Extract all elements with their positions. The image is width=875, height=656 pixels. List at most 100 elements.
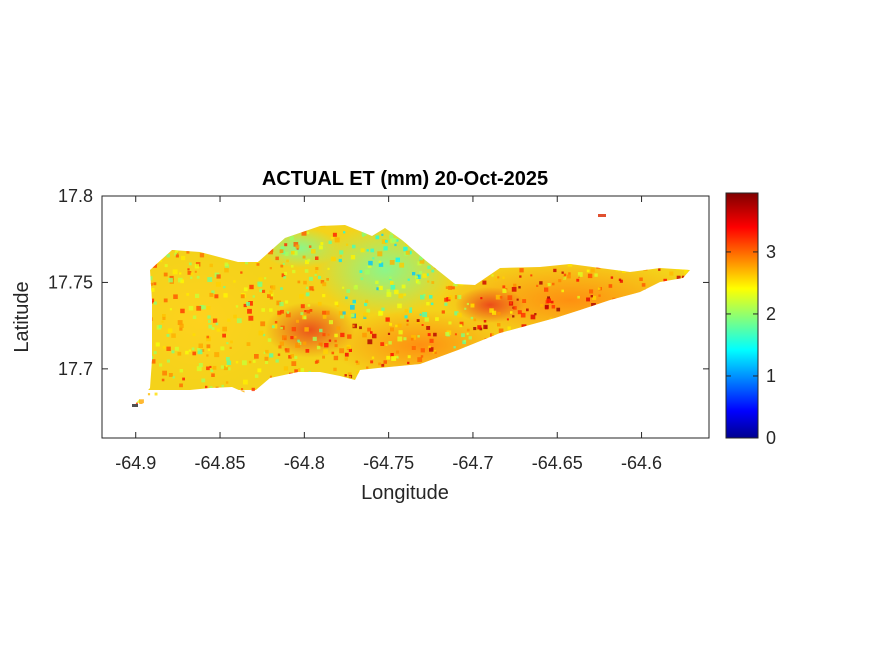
raster-pixel <box>188 306 194 311</box>
raster-pixel <box>224 262 229 267</box>
raster-pixel <box>306 231 310 235</box>
raster-pixel <box>409 310 412 313</box>
raster-pixel <box>305 286 309 289</box>
raster-pixel <box>426 302 430 306</box>
raster-pixel <box>371 356 375 359</box>
raster-pixel <box>375 235 380 240</box>
raster-pixel <box>155 342 160 347</box>
raster-pixel <box>323 349 329 355</box>
raster-pixel <box>249 284 254 290</box>
raster-pixel <box>377 251 383 257</box>
raster-pixel <box>230 340 233 344</box>
raster-pixel <box>431 281 435 284</box>
raster-pixel <box>397 323 402 328</box>
raster-pixel <box>172 269 178 275</box>
raster-pixel <box>397 303 402 309</box>
raster-pixel <box>163 272 168 277</box>
raster-pixel <box>398 330 403 335</box>
raster-pixel <box>587 273 593 279</box>
raster-pixel <box>348 348 352 352</box>
raster-pixel <box>502 276 505 279</box>
raster-pixel <box>462 340 466 345</box>
raster-pixel <box>404 308 409 313</box>
raster-pixel <box>502 285 506 289</box>
raster-pixel <box>256 262 260 266</box>
raster-pixel <box>518 286 521 289</box>
raster-pixel <box>298 368 302 372</box>
raster-pixel <box>423 293 426 297</box>
raster-pixel <box>459 324 463 328</box>
raster-pixel <box>561 271 564 274</box>
raster-pixel <box>174 252 178 256</box>
raster-pixel <box>339 250 344 255</box>
raster-pixel <box>197 349 203 355</box>
raster-pixel <box>336 326 341 331</box>
raster-pixel <box>207 315 211 319</box>
raster-pixel <box>259 288 263 293</box>
raster-pixel <box>304 310 307 313</box>
raster-pixel <box>480 297 483 300</box>
raster-pixel <box>421 324 424 326</box>
raster-pixel <box>296 319 299 323</box>
raster-pixel <box>434 351 437 354</box>
raster-pixel <box>277 310 282 315</box>
raster-pixel <box>473 318 477 322</box>
raster-pixel <box>179 369 183 373</box>
raster-pixel <box>429 295 433 299</box>
raster-pixel <box>567 274 571 279</box>
raster-pixel <box>453 346 456 349</box>
raster-pixel <box>544 305 549 310</box>
raster-pixel <box>431 269 435 273</box>
raster-pixel <box>502 288 507 293</box>
raster-pixel <box>285 348 290 353</box>
raster-pixel <box>407 278 410 281</box>
raster-pixel <box>294 369 298 373</box>
raster-pixel <box>403 293 407 297</box>
raster-pixel <box>153 282 157 286</box>
raster-pixel <box>252 360 256 363</box>
raster-pixel <box>378 310 384 316</box>
raster-pixel <box>563 276 566 280</box>
raster-pixel <box>153 301 157 305</box>
raster-pixel <box>162 314 166 318</box>
raster-pixel <box>308 276 313 281</box>
raster-pixel <box>427 280 430 283</box>
raster-pixel <box>509 302 512 305</box>
raster-pixel <box>188 262 192 266</box>
raster-pixel <box>592 295 597 300</box>
raster-pixel <box>364 269 370 275</box>
raster-pixel <box>378 260 382 264</box>
raster-pixel <box>215 281 221 287</box>
raster-pixel <box>309 286 314 291</box>
raster-pixel <box>497 323 501 327</box>
raster-pixel <box>233 314 237 319</box>
raster-pixel <box>306 292 310 296</box>
raster-pixel <box>591 303 596 308</box>
raster-pixel <box>441 310 445 314</box>
colorbar-tick-label: 1 <box>766 366 776 386</box>
west-tip <box>132 404 138 407</box>
raster-pixel <box>589 289 594 294</box>
raster-pixel <box>410 337 414 341</box>
raster-pixel <box>292 250 298 256</box>
raster-pixel <box>561 289 564 293</box>
raster-pixel <box>342 286 345 289</box>
raster-pixel <box>309 309 313 312</box>
raster-pixel <box>407 355 411 359</box>
raster-pixel <box>280 309 284 314</box>
raster-pixel <box>346 289 351 293</box>
raster-pixel <box>201 349 205 352</box>
raster-pixel <box>676 275 681 280</box>
raster-pixel <box>384 246 388 250</box>
raster-pixel <box>281 250 286 255</box>
raster-pixel <box>254 374 259 378</box>
x-tick-label: -64.75 <box>363 453 414 473</box>
raster-pixel <box>433 332 437 337</box>
raster-pixel <box>367 327 371 332</box>
raster-pixel <box>386 292 392 297</box>
raster-pixel <box>321 225 326 228</box>
raster-pixel <box>420 294 425 300</box>
raster-pixel <box>280 287 283 290</box>
raster-pixel <box>291 250 295 255</box>
raster-pixel <box>339 348 345 354</box>
